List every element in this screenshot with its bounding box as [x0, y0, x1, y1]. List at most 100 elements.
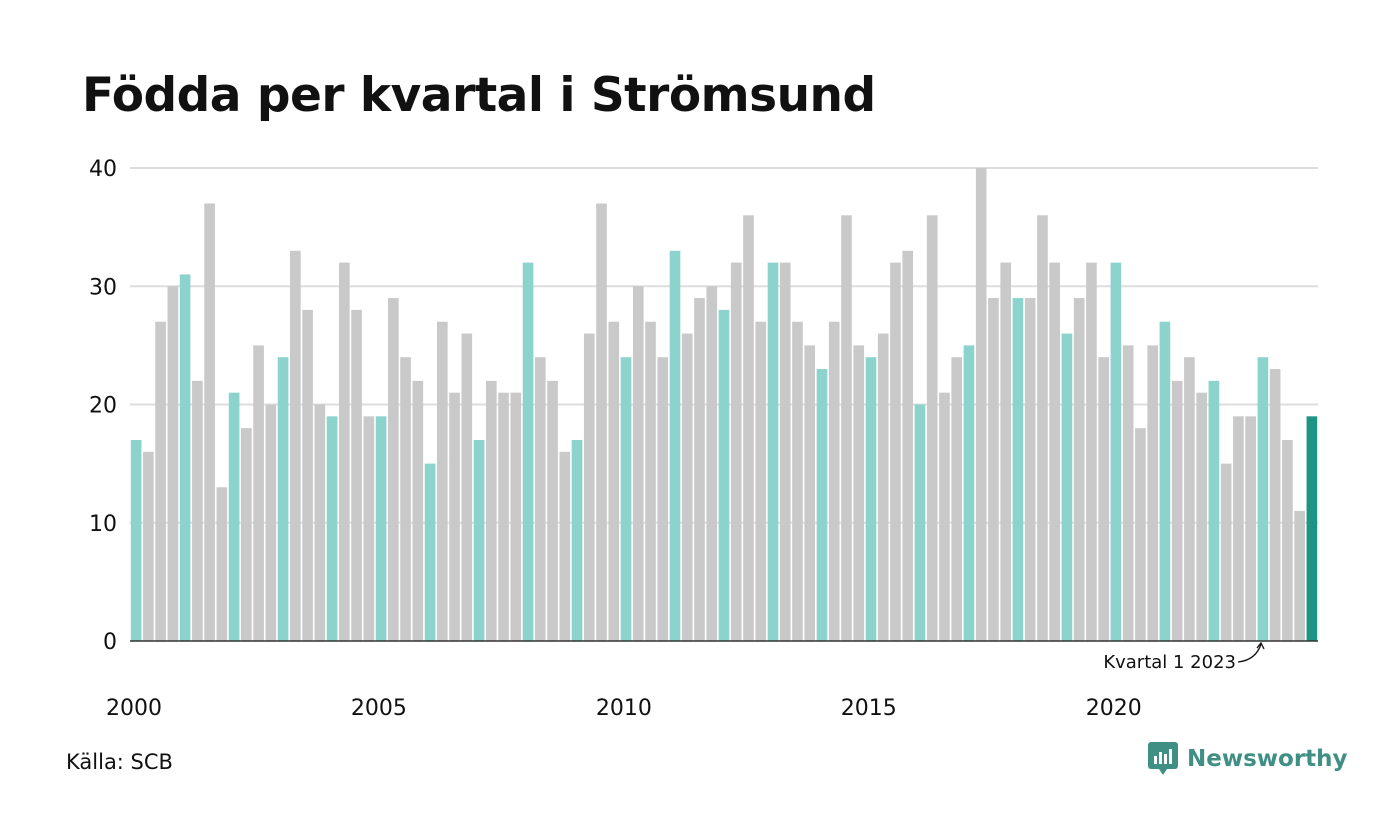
bar: [155, 321, 166, 641]
bar: [1294, 510, 1305, 641]
x-tick-label: 2020: [1086, 696, 1142, 721]
bar: [755, 321, 767, 641]
bar: [571, 439, 583, 641]
brand-name: Newsworthy: [1187, 746, 1348, 772]
x-tick-label: 2000: [106, 696, 162, 721]
bar: [1220, 463, 1232, 642]
bar: [436, 321, 448, 641]
bar: [473, 439, 485, 641]
bar: [277, 357, 289, 641]
bar: [192, 380, 203, 641]
bar: [1135, 428, 1146, 641]
bar: [1012, 298, 1024, 641]
bar: [130, 439, 142, 641]
bar: [620, 357, 632, 641]
bar: [485, 380, 497, 641]
bar: [216, 487, 228, 641]
y-tick-label: 20: [89, 394, 117, 419]
bar: [779, 262, 791, 641]
bar: [865, 357, 877, 641]
bar: [1147, 345, 1158, 642]
bar: [326, 416, 338, 641]
bar: [706, 286, 718, 641]
bar: [1306, 416, 1318, 641]
bar: [314, 404, 326, 641]
bar: [265, 404, 277, 641]
bar: [718, 309, 730, 641]
y-tick-label: 10: [89, 512, 117, 537]
bar: [1086, 262, 1097, 641]
bar: [167, 286, 179, 641]
bar: [351, 309, 362, 641]
bar: [767, 262, 779, 641]
bar: [228, 392, 240, 641]
bar: [1208, 380, 1220, 641]
bar: [694, 298, 705, 641]
bar: [1233, 416, 1244, 641]
bar: [241, 428, 252, 641]
y-tick-label: 30: [89, 275, 117, 300]
y-tick-label: 40: [89, 157, 117, 182]
bar: [510, 392, 522, 641]
bar: [743, 215, 754, 642]
bar: [902, 250, 914, 641]
bar: [596, 203, 607, 641]
bar: [1269, 369, 1281, 641]
bar: [853, 345, 865, 642]
bar: [1159, 321, 1171, 641]
bar: [1171, 380, 1183, 641]
bar: [963, 345, 975, 642]
bar: [400, 357, 411, 641]
bar: [890, 262, 901, 641]
bar: [302, 309, 313, 641]
bar: [975, 168, 987, 641]
bar: [424, 463, 436, 642]
x-axis-ticks: 2000 2005 2010 2015 2020: [106, 696, 1142, 721]
bar: [1184, 357, 1195, 641]
bar: [657, 357, 669, 641]
bar: [681, 333, 693, 641]
bar: [204, 203, 215, 641]
bar: [792, 321, 803, 641]
latest-annotation-arrow: [1237, 641, 1265, 663]
bar: [988, 298, 999, 641]
bar: [1110, 262, 1122, 641]
bar: [498, 392, 509, 641]
y-axis-ticks: 0 10 20 30 40: [89, 157, 117, 655]
bar: [632, 286, 644, 641]
bar: [412, 380, 424, 641]
bar: [547, 380, 558, 641]
bar: [461, 333, 473, 641]
bar: [914, 404, 926, 641]
bar: [1037, 215, 1048, 642]
bar: [559, 451, 571, 641]
bars: [130, 168, 1318, 642]
bar: [1000, 262, 1012, 641]
bar: [143, 451, 154, 641]
x-tick-label: 2005: [351, 696, 407, 721]
bar: [583, 333, 595, 641]
bar: [816, 369, 828, 641]
bar: [1196, 392, 1207, 641]
bar: [1049, 262, 1061, 641]
bar: [841, 215, 852, 642]
bar: [290, 250, 301, 641]
chart-title: Födda per kvartal i Strömsund: [82, 68, 876, 123]
x-tick-label: 2010: [596, 696, 652, 721]
bar: [522, 262, 534, 641]
bar: [1122, 345, 1134, 642]
bar: [179, 274, 191, 641]
bar: [669, 250, 681, 641]
x-tick-label: 2015: [841, 696, 897, 721]
bar: [730, 262, 742, 641]
bar: [951, 357, 963, 641]
bar: [804, 345, 816, 642]
bar: [1245, 416, 1256, 641]
bar: [939, 392, 950, 641]
bar: [926, 215, 938, 642]
bar: [1073, 298, 1085, 641]
source-label: Källa: SCB: [66, 750, 173, 774]
bar: [449, 392, 460, 641]
bar: [1024, 298, 1036, 641]
